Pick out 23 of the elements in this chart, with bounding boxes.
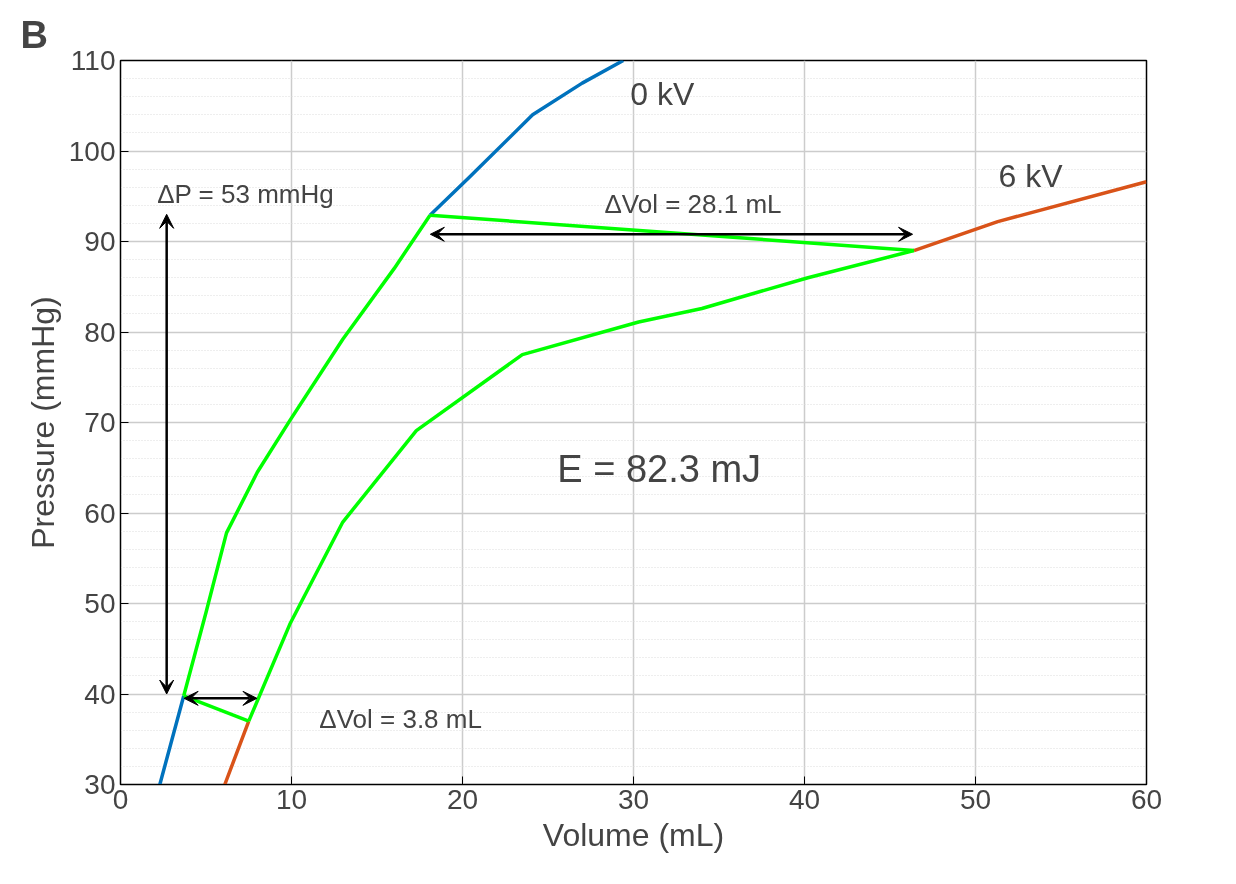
annotation: ΔVol = 28.1 mL: [604, 188, 782, 219]
x-tick-label: 20: [446, 783, 479, 815]
x-axis-title: Volume (mL): [542, 816, 725, 853]
y-axis-title: Pressure (mmHg): [24, 296, 61, 549]
y-tick-label: 40: [84, 678, 116, 710]
annotation: E = 82.3 mJ: [557, 447, 762, 490]
annotation: ΔVol = 3.8 mL: [319, 703, 482, 734]
annotation: 0 kV: [630, 75, 695, 112]
annotation: 6 kV: [998, 157, 1064, 194]
chart-title: B: [20, 13, 48, 56]
y-tick-label: 80: [84, 316, 116, 348]
y-tick-label: 90: [84, 226, 116, 257]
y-tick-label: 70: [84, 407, 116, 438]
y-tick-label: 50: [84, 588, 116, 619]
y-tick-label: 100: [68, 135, 116, 167]
x-tick-label: 60: [1130, 783, 1163, 815]
x-tick-label: 30: [617, 783, 650, 815]
x-tick-label: 40: [788, 783, 821, 815]
x-tick-label: 10: [275, 783, 308, 815]
x-tick-label: 50: [959, 783, 992, 815]
y-tick-label: 110: [70, 45, 116, 76]
y-tick-label: 60: [84, 497, 116, 529]
annotation: ΔP = 53 mmHg: [157, 179, 334, 210]
